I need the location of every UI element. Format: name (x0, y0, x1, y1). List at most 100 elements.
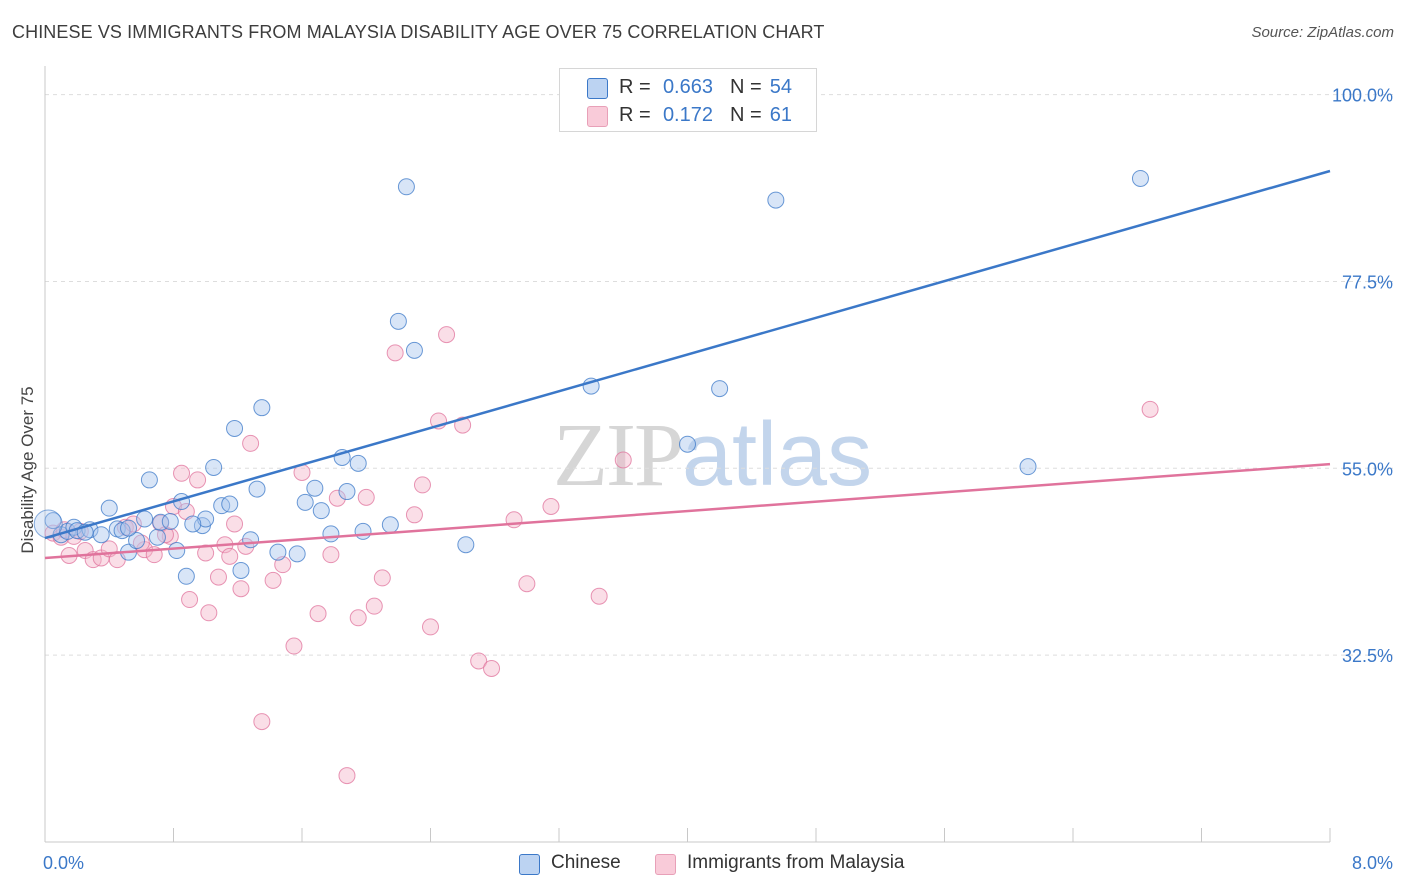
legend-label-chinese: Chinese (551, 852, 621, 873)
data-point (285, 637, 303, 655)
n-label: N = (730, 104, 762, 126)
data-point (389, 312, 407, 330)
data-point (221, 547, 239, 565)
chinese-swatch (587, 78, 608, 99)
data-point (189, 471, 207, 489)
legend-label-malaysia: Immigrants from Malaysia (687, 852, 905, 873)
data-point (120, 519, 138, 537)
data-point (386, 344, 404, 362)
data-point (405, 506, 423, 524)
data-point (349, 454, 367, 472)
data-point (152, 513, 170, 531)
data-point (269, 543, 287, 561)
data-point (226, 515, 244, 533)
y-tick-label: 55.0% (1342, 459, 1393, 479)
chinese-points (33, 169, 1149, 585)
r-label: R = (619, 104, 651, 126)
data-point (209, 568, 227, 586)
data-point (100, 499, 118, 517)
x-tick-label: 8.0% (1352, 853, 1393, 873)
data-point (422, 618, 439, 636)
data-point (322, 546, 340, 564)
malaysia-swatch (655, 854, 676, 875)
data-point (221, 495, 239, 513)
data-point (767, 191, 785, 209)
data-point (483, 659, 501, 677)
data-point (457, 536, 475, 554)
r-value: 0.663 (662, 76, 713, 98)
y-tick-label: 77.5% (1342, 272, 1393, 292)
data-point (413, 476, 431, 494)
data-point (328, 489, 346, 507)
data-point (181, 591, 199, 609)
data-point (242, 434, 260, 452)
legend-row-chinese: R = 0.663 N = 54 (560, 73, 816, 103)
data-point (542, 498, 560, 516)
data-point (168, 542, 186, 560)
data-point (590, 587, 608, 605)
data-point (200, 604, 218, 622)
trend-line (44, 169, 1331, 540)
data-point (614, 451, 632, 469)
data-point (148, 528, 166, 546)
data-point (470, 652, 488, 670)
data-point (161, 512, 179, 530)
data-point (309, 605, 327, 623)
data-point (92, 526, 110, 544)
data-point (405, 341, 423, 359)
data-point (1141, 400, 1159, 418)
data-point (264, 571, 282, 589)
malaysia-points (44, 326, 1159, 785)
data-point (232, 580, 250, 598)
data-point (128, 532, 146, 550)
trend-line (44, 462, 1331, 560)
axis-labels: 32.5% 55.0% 77.5% 100.0% 0.0% 8.0% Disability … (18, 86, 1393, 873)
data-point (173, 464, 191, 482)
data-point (349, 609, 367, 627)
chinese-swatch (519, 854, 540, 875)
data-point (232, 561, 250, 579)
data-point (296, 493, 314, 511)
y-tick-label: 100.0% (1332, 86, 1393, 106)
r-label: R = (619, 76, 651, 98)
data-point (177, 567, 195, 585)
data-point (253, 399, 271, 417)
source-credit: Source: ZipAtlas.com (1251, 24, 1394, 41)
trend-lines (44, 169, 1331, 560)
data-point (242, 531, 260, 549)
data-point (312, 502, 330, 520)
data-point (354, 522, 372, 540)
data-point (711, 380, 729, 398)
data-point (397, 178, 415, 196)
data-point (197, 510, 215, 528)
axes (44, 66, 1331, 843)
data-point (1131, 169, 1149, 187)
y-axis-title: Disability Age Over 75 (18, 386, 37, 553)
data-point (322, 525, 340, 543)
data-point (288, 545, 306, 563)
series-legend: Chinese Immigrants from Malaysia (0, 851, 1406, 879)
data-point (253, 713, 271, 731)
x-tick-label: 0.0% (43, 853, 84, 873)
data-point (338, 483, 356, 501)
chart-title: CHINESE VS IMMIGRANTS FROM MALAYSIA DISA… (12, 22, 825, 42)
n-label: N = (730, 76, 762, 98)
data-point (1019, 458, 1037, 476)
watermark: ZIPatlas (553, 404, 872, 507)
data-point (365, 597, 383, 615)
legend-row-malaysia: R = 0.172 N = 61 (560, 101, 816, 131)
n-value: 61 (769, 104, 792, 126)
y-tick-label: 32.5% (1342, 646, 1393, 666)
data-point (679, 435, 696, 453)
watermark-atlas: atlas (682, 405, 873, 505)
data-point (205, 458, 223, 476)
data-point (248, 480, 266, 498)
correlation-legend: R = 0.663 N = 54 R = 0.172 N = 61 (559, 68, 817, 132)
data-point (357, 488, 375, 506)
data-point (518, 575, 536, 593)
data-point (184, 515, 202, 533)
watermark-zip: ZIP (553, 406, 684, 505)
data-point (373, 569, 391, 587)
data-point (438, 326, 456, 344)
